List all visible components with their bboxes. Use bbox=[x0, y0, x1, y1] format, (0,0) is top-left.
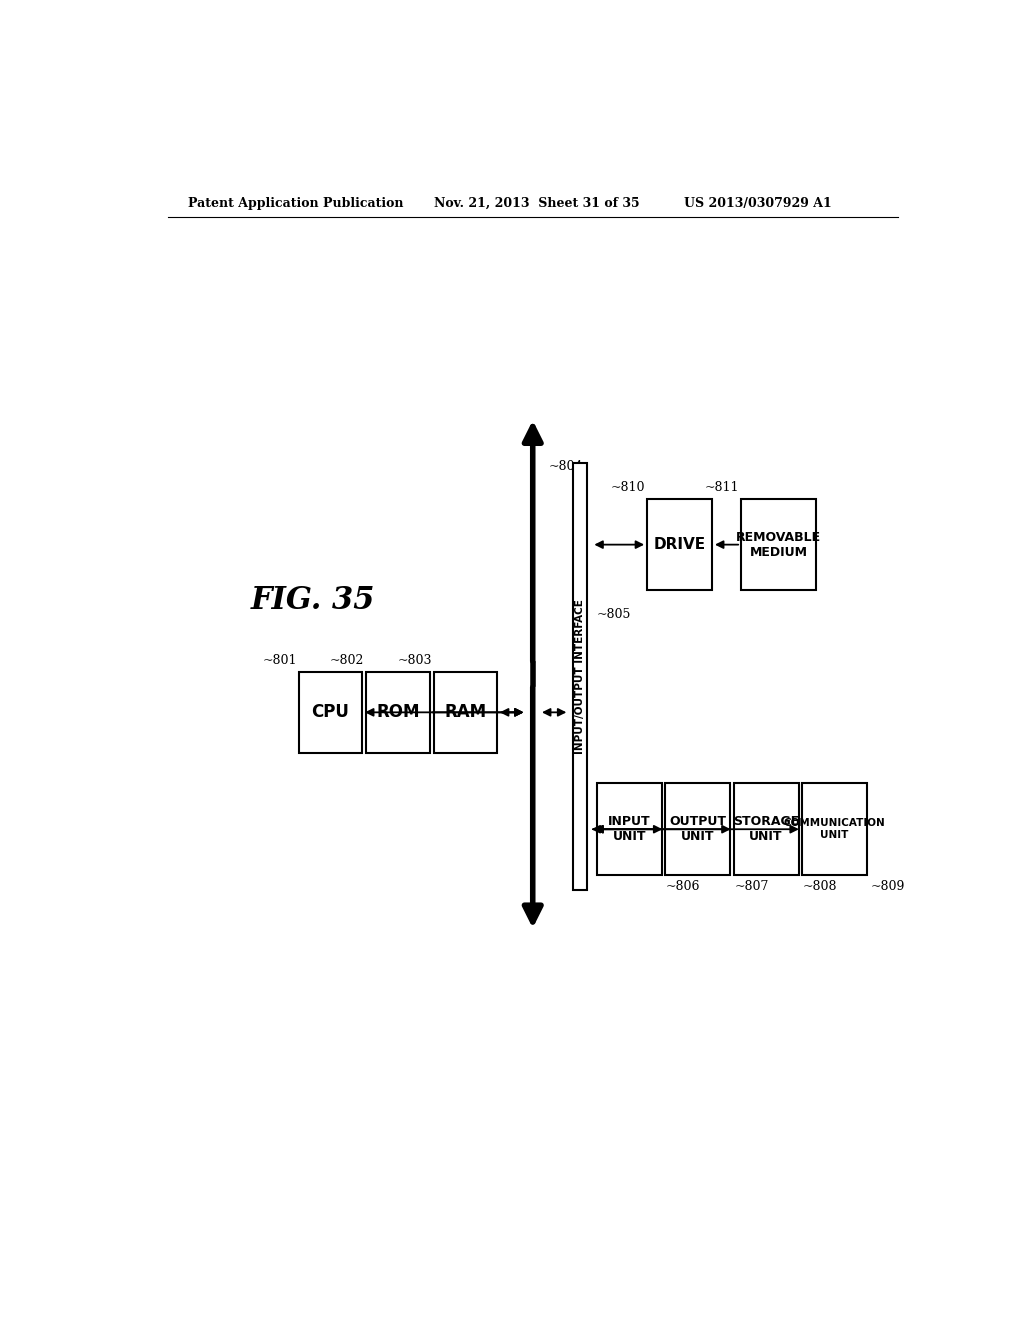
Text: ~805: ~805 bbox=[596, 609, 631, 620]
Text: FIG. 35: FIG. 35 bbox=[251, 585, 376, 616]
Text: ~804: ~804 bbox=[549, 461, 583, 474]
Text: CPU: CPU bbox=[311, 704, 349, 721]
Text: ~810: ~810 bbox=[611, 480, 645, 494]
Bar bbox=[367, 672, 430, 752]
Text: OUTPUT
UNIT: OUTPUT UNIT bbox=[670, 816, 726, 843]
Text: ~807: ~807 bbox=[734, 880, 769, 894]
Text: Patent Application Publication: Patent Application Publication bbox=[187, 197, 403, 210]
Bar bbox=[666, 784, 730, 875]
Text: ~811: ~811 bbox=[705, 480, 739, 494]
Bar bbox=[802, 784, 867, 875]
Text: REMOVABLE
MEDIUM: REMOVABLE MEDIUM bbox=[736, 531, 821, 558]
Text: ~806: ~806 bbox=[666, 880, 700, 894]
Text: ROM: ROM bbox=[376, 704, 420, 721]
Bar bbox=[433, 672, 497, 752]
Text: INPUT
UNIT: INPUT UNIT bbox=[608, 816, 651, 843]
Text: RAM: RAM bbox=[444, 704, 486, 721]
Text: ~809: ~809 bbox=[870, 880, 905, 894]
Bar bbox=[573, 463, 588, 890]
Bar bbox=[647, 499, 712, 590]
Text: ~801: ~801 bbox=[262, 653, 297, 667]
Text: STORAGE
UNIT: STORAGE UNIT bbox=[733, 816, 799, 843]
Text: US 2013/0307929 A1: US 2013/0307929 A1 bbox=[684, 197, 831, 210]
Text: Nov. 21, 2013  Sheet 31 of 35: Nov. 21, 2013 Sheet 31 of 35 bbox=[433, 197, 639, 210]
Text: COMMUNICATION
UNIT: COMMUNICATION UNIT bbox=[783, 818, 885, 840]
Bar bbox=[299, 672, 362, 752]
Text: ~808: ~808 bbox=[803, 880, 837, 894]
Text: DRIVE: DRIVE bbox=[653, 537, 706, 552]
Bar bbox=[741, 499, 816, 590]
Bar bbox=[597, 784, 663, 875]
Bar bbox=[733, 784, 799, 875]
Text: INPUT/OUTPUT INTERFACE: INPUT/OUTPUT INTERFACE bbox=[575, 599, 586, 754]
Text: ~803: ~803 bbox=[397, 653, 432, 667]
Text: ~802: ~802 bbox=[330, 653, 365, 667]
